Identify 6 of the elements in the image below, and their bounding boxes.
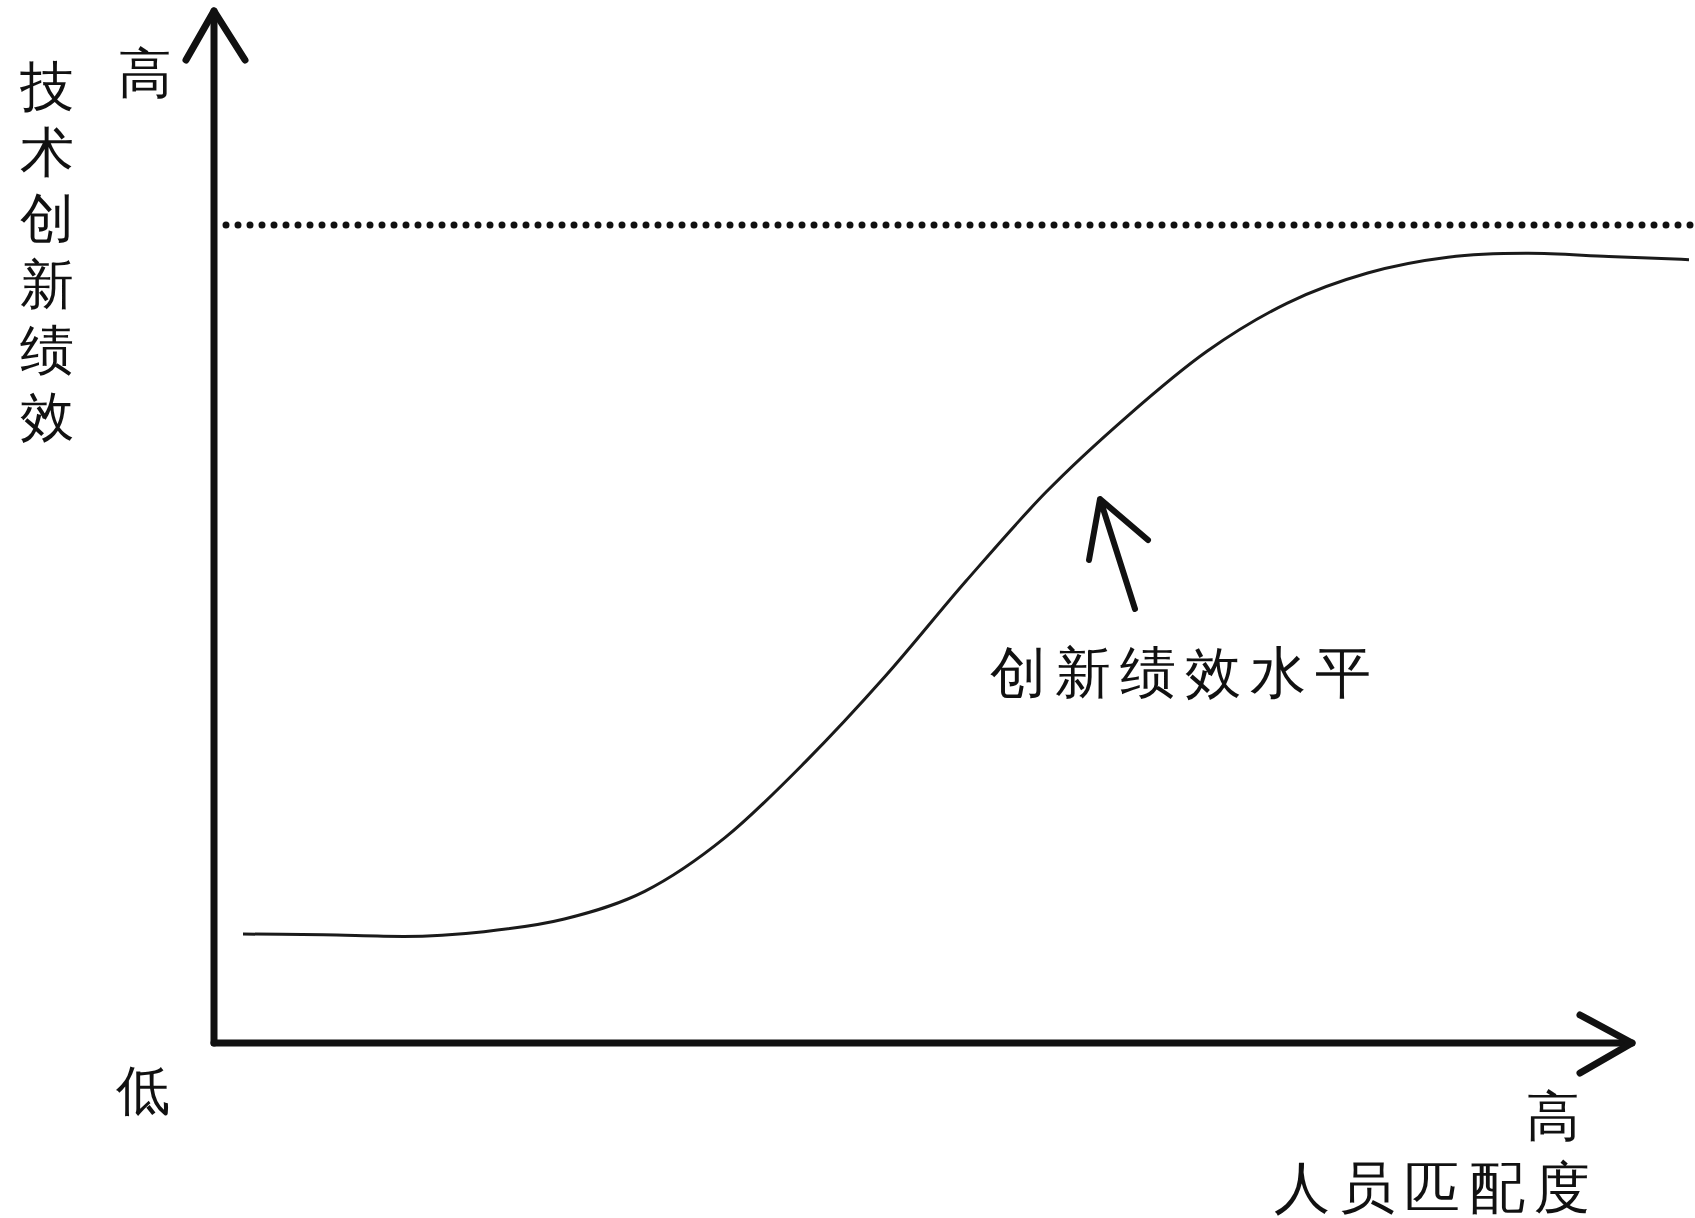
text: 低 [116, 1061, 170, 1121]
y-axis-title: 技术创新绩效 [20, 56, 74, 449]
text: 高 [1526, 1087, 1580, 1147]
text: 高 [118, 44, 172, 104]
annotation: 创新绩效水平 [990, 642, 1380, 704]
x-axis-title: 人员匹配度 [1274, 1157, 1599, 1218]
